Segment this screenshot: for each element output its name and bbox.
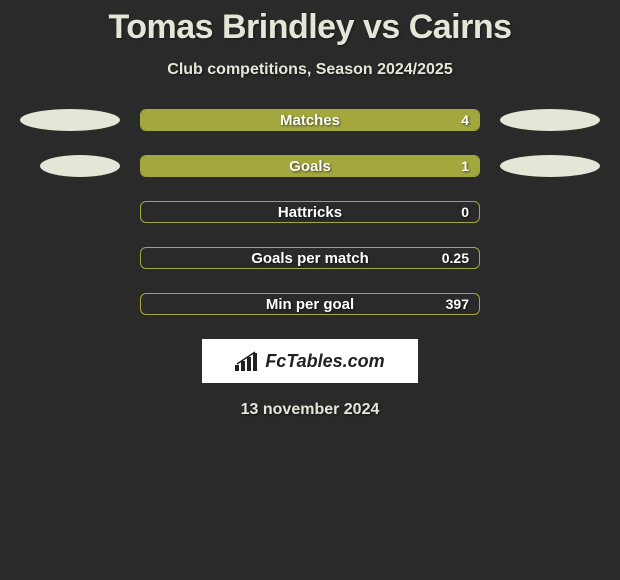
stat-value: 0.25	[442, 248, 469, 268]
stat-value: 4	[461, 110, 469, 130]
stat-row: Matches4	[0, 109, 620, 131]
stat-bar: Goals per match0.25	[140, 247, 480, 269]
comparison-card: Tomas Brindley vs Cairns Club competitio…	[0, 0, 620, 419]
stat-rows: Matches4Goals1Hattricks0Goals per match0…	[0, 109, 620, 315]
stat-row: Goals per match0.25	[0, 247, 620, 269]
stat-label: Matches	[141, 110, 479, 130]
stat-value: 1	[461, 156, 469, 176]
stat-bar: Goals1	[140, 155, 480, 177]
stat-label: Goals per match	[141, 248, 479, 268]
page-subtitle: Club competitions, Season 2024/2025	[0, 61, 620, 79]
stat-bar: Hattricks0	[140, 201, 480, 223]
stat-label: Hattricks	[141, 202, 479, 222]
logo-box: FcTables.com	[202, 339, 418, 383]
stat-label: Min per goal	[141, 294, 479, 314]
page-title: Tomas Brindley vs Cairns	[0, 8, 620, 47]
stat-row: Goals1	[0, 155, 620, 177]
date-label: 13 november 2024	[0, 401, 620, 419]
left-ellipse	[20, 109, 120, 131]
stat-value: 397	[446, 294, 469, 314]
left-ellipse	[40, 155, 120, 177]
stat-row: Min per goal397	[0, 293, 620, 315]
stat-bar: Min per goal397	[140, 293, 480, 315]
right-ellipse	[500, 109, 600, 131]
stat-value: 0	[461, 202, 469, 222]
stat-label: Goals	[141, 156, 479, 176]
stat-row: Hattricks0	[0, 201, 620, 223]
bars-icon	[235, 351, 261, 371]
stat-bar: Matches4	[140, 109, 480, 131]
right-ellipse	[500, 155, 600, 177]
logo-text: FcTables.com	[265, 351, 384, 372]
